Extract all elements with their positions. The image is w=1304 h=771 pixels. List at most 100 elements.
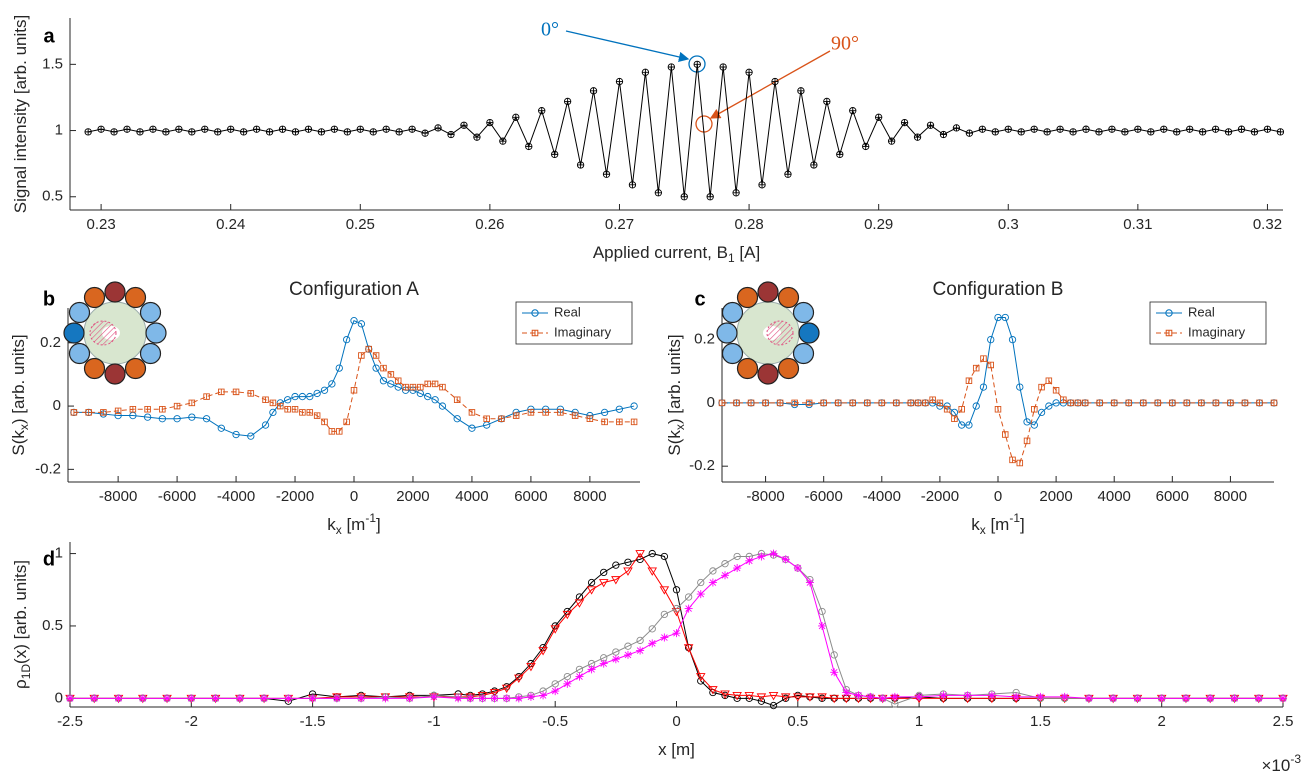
data-marker [1160, 125, 1168, 133]
data-marker [538, 107, 546, 115]
data-marker [878, 399, 886, 407]
xlabel-part: [m [342, 515, 366, 534]
y-tick-label: 0 [53, 397, 61, 414]
xlabel: x [m] [658, 740, 695, 759]
data-marker [834, 399, 842, 407]
ylabel-part: x [17, 424, 31, 430]
x-tick-label: -8000 [746, 488, 784, 505]
data-marker [382, 125, 390, 133]
data-marker [304, 125, 313, 133]
data-marker [284, 694, 293, 703]
data-marker [1224, 128, 1233, 136]
data-marker [817, 693, 827, 702]
data-marker [306, 409, 314, 416]
data-marker [317, 128, 326, 136]
data-marker [424, 380, 431, 388]
data-marker [343, 418, 350, 426]
data-marker [878, 694, 887, 703]
data-marker [114, 411, 122, 420]
data-marker [907, 399, 915, 407]
data-marker [987, 691, 996, 700]
data-marker [623, 650, 632, 659]
legend-marker [1165, 329, 1173, 337]
data-marker [849, 399, 856, 407]
data-marker [542, 409, 549, 416]
data-marker [1012, 692, 1021, 701]
data-marker [551, 150, 559, 158]
electrode [736, 357, 759, 380]
xlabel-part: [A] [735, 243, 761, 262]
x-tick-label: 1.5 [1030, 713, 1051, 730]
legend-box [1149, 301, 1267, 345]
electrode [721, 301, 744, 324]
x-tick-label: 8000 [1214, 488, 1247, 505]
data-marker [757, 552, 766, 561]
data-marker [557, 409, 564, 416]
data-marker [1095, 128, 1103, 136]
data-marker [562, 610, 573, 620]
data-marker [129, 411, 137, 420]
data-marker [343, 128, 351, 136]
data-marker [563, 673, 571, 681]
data-marker [586, 415, 594, 422]
xlabel-part: ] [1020, 515, 1025, 534]
x-tick-label: -2000 [921, 488, 959, 505]
data-marker [381, 693, 390, 701]
data-marker [893, 399, 900, 407]
data-marker [939, 691, 948, 700]
data-marker [1043, 128, 1051, 136]
data-marker [1067, 399, 1074, 407]
panel-label: d [43, 548, 55, 570]
data-marker [587, 665, 596, 674]
data-marker [514, 674, 524, 683]
electrode [757, 363, 779, 385]
legend-label: Imaginary [1188, 324, 1246, 339]
x-tick-label: -4000 [863, 488, 901, 505]
data-marker [394, 383, 402, 391]
xlabel-part: k [971, 515, 980, 534]
panel-label: a [43, 25, 55, 47]
electrode [777, 286, 800, 309]
data-marker [563, 97, 572, 105]
data-marker [589, 87, 598, 95]
x-tick-label: 0.25 [346, 216, 375, 233]
xlabel-part: x [980, 523, 986, 537]
data-marker [636, 636, 644, 644]
electrode [721, 342, 744, 365]
data-marker [721, 571, 730, 580]
data-marker [988, 690, 996, 698]
x-tick-label: 2000 [1039, 488, 1072, 505]
x-tick-label: 4000 [1098, 488, 1131, 505]
data-marker [211, 694, 220, 703]
data-marker [793, 564, 802, 573]
annotation-arrow [565, 30, 690, 63]
data-marker [1008, 336, 1017, 344]
data-marker [1241, 399, 1249, 407]
data-marker [630, 418, 638, 426]
data-marker [978, 125, 986, 133]
data-marker [782, 694, 790, 702]
legend-marker [531, 309, 539, 317]
y-tick-label: 1 [55, 545, 63, 562]
legend-label: Imaginary [554, 324, 612, 339]
data-marker [1230, 694, 1239, 703]
data-marker [409, 383, 417, 391]
data-marker [601, 418, 608, 426]
x-tick-label: 0.31 [1123, 216, 1152, 233]
data-marker [1270, 399, 1278, 407]
data-marker [616, 418, 623, 426]
data-marker [100, 409, 107, 416]
data-marker [979, 383, 988, 391]
ylabel: S(kx) [arb. units] [9, 334, 31, 455]
data-marker [635, 550, 645, 559]
data-marker [483, 415, 490, 422]
data-marker [611, 576, 621, 585]
data-marker [771, 77, 779, 86]
data-marker [972, 364, 980, 372]
data-marker [365, 345, 372, 353]
data-marker [602, 170, 611, 178]
ylabel-part: S(k [665, 430, 684, 456]
data-marker [987, 361, 994, 369]
configuration-diagram [63, 281, 167, 385]
data-marker [408, 125, 416, 133]
